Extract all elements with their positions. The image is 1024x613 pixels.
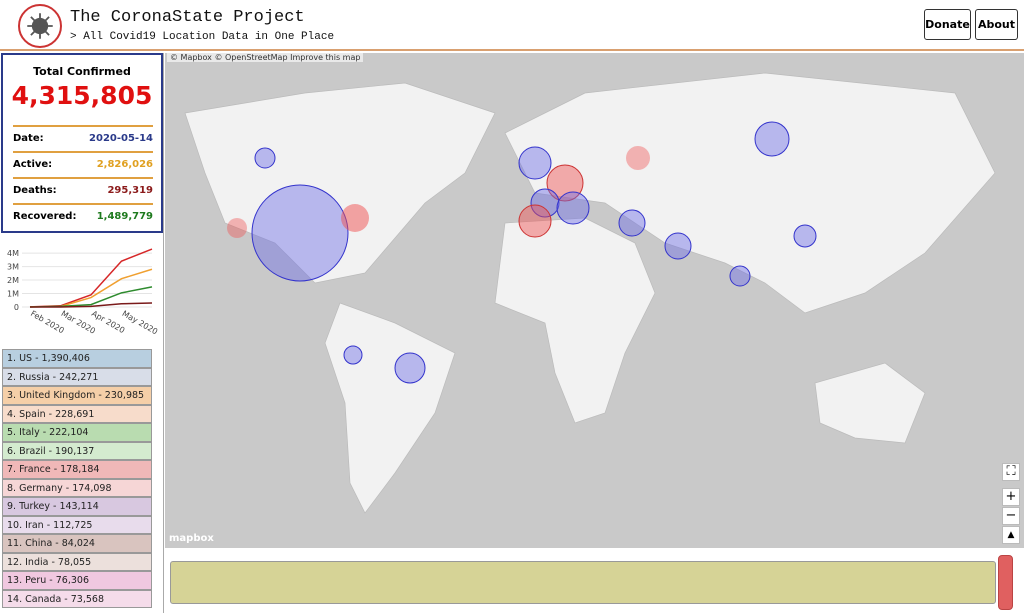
country-item[interactable]: 12. India - 78,055 (2, 552, 152, 571)
country-item[interactable]: 8. Germany - 174,098 (2, 478, 152, 497)
country-item[interactable]: 7. France - 178,184 (2, 460, 152, 479)
site-subtitle: > All Covid19 Location Data in One Place (70, 31, 335, 43)
compass-button[interactable]: ▲ (1002, 526, 1020, 544)
stat-label: Active: (13, 158, 53, 170)
y-tick-label: 4M (7, 249, 19, 258)
series-line (29, 302, 153, 308)
zoom-in-button[interactable]: + (1002, 488, 1020, 506)
map-canvas (184, 72, 996, 514)
stat-row: Recovered: 1,489,779 (13, 203, 153, 227)
stat-label: Recovered: (13, 210, 77, 222)
stats-panel: Total Confirmed 4,315,805 Date: 2020-05-1… (1, 53, 163, 233)
stat-value: 1,489,779 (96, 210, 153, 222)
x-tick-label: May 2020 (121, 309, 160, 337)
country-item[interactable]: 13. Peru - 76,306 (2, 571, 152, 590)
x-tick-label: Apr 2020 (90, 309, 126, 335)
country-list: 1. US - 1,390,406 2. Russia - 242,271 3. U… (0, 349, 164, 613)
about-button[interactable]: About (975, 9, 1018, 40)
stat-row: Active: 2,826,026 (13, 151, 153, 175)
stat-label: Deaths: (13, 184, 57, 196)
x-tick-label: Feb 2020 (29, 309, 66, 335)
attribution-link[interactable]: Improve this map (290, 53, 361, 62)
stat-value: 2,826,026 (96, 158, 153, 170)
fullscreen-button[interactable]: ⛶ (1002, 463, 1020, 481)
header: The CoronaState Project > All Covid19 Lo… (0, 0, 1024, 51)
logo (18, 4, 62, 48)
country-item[interactable]: 11. China - 84,024 (2, 534, 152, 553)
map-attribution: © Mapbox © OpenStreetMap Improve this ma… (167, 53, 364, 62)
stat-label: Date: (13, 132, 44, 144)
stat-value: 2020-05-14 (89, 132, 153, 144)
total-confirmed: 4,315,805 (11, 81, 153, 110)
country-item[interactable]: 14. Canada - 73,568 (2, 589, 152, 608)
country-item[interactable]: 2. Russia - 242,271 (2, 367, 152, 386)
map[interactable]: © Mapbox © OpenStreetMap Improve this ma… (165, 53, 1024, 548)
stat-row: Deaths: 295,319 (13, 177, 153, 201)
stats-title: Total Confirmed (33, 65, 131, 78)
stat-row: Date: 2020-05-14 (13, 125, 153, 149)
country-item[interactable]: 3. United Kingdom - 230,985 (2, 386, 152, 405)
country-item[interactable]: 6. Brazil - 190,137 (2, 441, 152, 460)
timeline-handle[interactable] (998, 555, 1013, 610)
y-tick-label: 3M (7, 263, 19, 272)
country-item[interactable]: 10. Iran - 112,725 (2, 515, 152, 534)
attribution-link[interactable]: © OpenStreetMap (214, 53, 288, 62)
sidebar: Total Confirmed 4,315,805 Date: 2020-05-1… (0, 53, 164, 613)
country-item[interactable]: 1. US - 1,390,406 (2, 349, 152, 368)
attribution-link[interactable]: © Mapbox (170, 53, 212, 62)
case-bubbles (227, 121, 817, 384)
timeline-bar[interactable] (170, 561, 996, 604)
donate-button[interactable]: Donate (924, 9, 971, 40)
stat-value: 295,319 (107, 184, 153, 196)
mapbox-logo[interactable]: mapbox (169, 533, 214, 544)
site-title: The CoronaState Project (70, 8, 305, 27)
country-item[interactable]: 9. Turkey - 143,114 (2, 497, 152, 516)
series-line (29, 268, 153, 308)
country-item[interactable]: 4. Spain - 228,691 (2, 404, 152, 423)
y-tick-label: 0 (14, 303, 19, 312)
land (184, 72, 996, 514)
y-tick-label: 2M (7, 276, 19, 285)
y-tick-label: 1M (7, 290, 19, 299)
country-item[interactable]: 5. Italy - 222,104 (2, 423, 152, 442)
zoom-out-button[interactable]: − (1002, 507, 1020, 525)
